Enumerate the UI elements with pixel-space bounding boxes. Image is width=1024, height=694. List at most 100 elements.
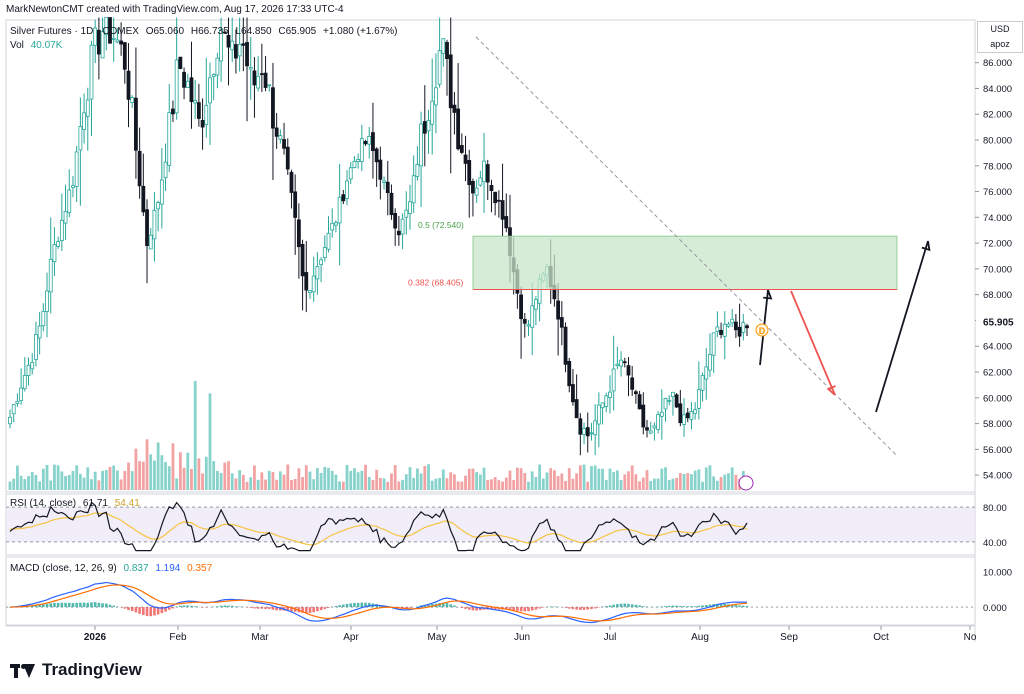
tradingview-logo[interactable]: TradingView bbox=[10, 660, 142, 680]
volume-bar bbox=[264, 479, 267, 490]
time-tick-label: Jun bbox=[514, 632, 530, 643]
candle-body bbox=[171, 108, 175, 115]
volume-bar bbox=[627, 471, 630, 490]
macd-hist-bar bbox=[490, 607, 493, 610]
candle-body bbox=[185, 80, 190, 88]
macd-hist-bar bbox=[575, 607, 578, 610]
candle-body bbox=[219, 29, 224, 62]
candle-body bbox=[600, 402, 605, 409]
macd-hist-bar bbox=[97, 602, 101, 608]
open-value: O65.060 bbox=[145, 26, 185, 37]
candle-body bbox=[237, 43, 242, 57]
candle-body bbox=[426, 120, 431, 132]
candle-body bbox=[330, 222, 335, 231]
rsi-label[interactable]: RSI (14, close) bbox=[10, 498, 77, 509]
candle-body bbox=[145, 209, 149, 246]
macd-value: 0.837 bbox=[123, 563, 149, 574]
macd-hist-bar bbox=[108, 604, 112, 608]
candle-body bbox=[478, 177, 483, 186]
volume-bar bbox=[312, 479, 316, 490]
up-arrow-short-head bbox=[763, 289, 773, 300]
volume-bar bbox=[353, 468, 356, 490]
candle-body bbox=[152, 210, 157, 240]
volume-bar bbox=[208, 393, 212, 490]
candle-body bbox=[308, 290, 312, 293]
volume-bar bbox=[460, 481, 464, 490]
volume-bar bbox=[519, 468, 523, 490]
macd-hist-bar bbox=[93, 602, 97, 608]
candle-body bbox=[245, 42, 249, 67]
volume-bar bbox=[375, 469, 379, 490]
rsi-line bbox=[9, 501, 748, 552]
volume-bar bbox=[597, 468, 601, 490]
macd-hist-bar bbox=[534, 607, 538, 610]
volume-bar bbox=[327, 467, 330, 490]
macd-label[interactable]: MACD (close, 12, 26, 9) bbox=[10, 563, 117, 574]
volume-bar bbox=[615, 470, 619, 490]
candle-body bbox=[341, 194, 346, 202]
macd-hist-bar bbox=[638, 605, 641, 608]
macd-hist-bar bbox=[404, 607, 408, 609]
macd-hist-bar bbox=[719, 603, 723, 608]
macd-hist-bar bbox=[134, 607, 138, 613]
fib-05-label: 0.5 (72.540) bbox=[418, 220, 464, 230]
volume-bar bbox=[145, 439, 149, 490]
candle-body bbox=[19, 387, 24, 402]
volume-bar bbox=[8, 481, 12, 490]
macd-hist-bar bbox=[45, 603, 49, 608]
macd-hist-bar bbox=[56, 602, 60, 608]
macd-hist-bar bbox=[175, 606, 178, 608]
volume-bar bbox=[630, 465, 634, 490]
macd-hist-bar bbox=[271, 607, 275, 610]
macd-hist-bar bbox=[738, 605, 741, 608]
time-tick-label: 2026 bbox=[84, 632, 107, 643]
volume-bar bbox=[249, 477, 253, 490]
close-value: C65.905 bbox=[278, 26, 317, 37]
volume-bar bbox=[612, 472, 616, 490]
candle-body bbox=[63, 211, 68, 224]
macd-hist-bar bbox=[630, 604, 634, 608]
candle-body bbox=[596, 404, 601, 425]
candle-body bbox=[593, 420, 598, 436]
volume-bar bbox=[349, 470, 353, 490]
volume-bar bbox=[197, 458, 201, 490]
macd-hist-bar bbox=[101, 603, 104, 608]
candle-body bbox=[463, 154, 468, 164]
time-tick-label: Mar bbox=[251, 632, 269, 643]
macd-hist-bar bbox=[260, 607, 264, 609]
volume-bar bbox=[104, 469, 108, 490]
candle-body bbox=[359, 138, 364, 162]
symbol-name[interactable]: Silver Futures · 1D · COMEX bbox=[10, 26, 139, 37]
candle-body bbox=[300, 243, 305, 277]
rsi-ma-line bbox=[9, 512, 748, 546]
volume-bar bbox=[215, 470, 219, 490]
candle-body bbox=[711, 332, 716, 356]
macd-hist-bar bbox=[504, 607, 508, 610]
candle-body bbox=[311, 275, 316, 293]
candle-body bbox=[378, 159, 383, 180]
candle-body bbox=[415, 164, 420, 177]
macd-hist-bar bbox=[156, 607, 160, 615]
macd-hist-bar bbox=[623, 603, 627, 608]
candle-body bbox=[45, 290, 49, 312]
volume-bar bbox=[712, 476, 716, 490]
volume-bar bbox=[164, 462, 167, 490]
volume-bar bbox=[560, 473, 564, 490]
macd-hist-bar bbox=[438, 602, 441, 608]
candle-body bbox=[334, 222, 338, 226]
volume-bar bbox=[404, 474, 408, 490]
volume-bar bbox=[364, 464, 367, 490]
candle-body bbox=[259, 73, 264, 76]
candles bbox=[8, 17, 749, 490]
macd-hist-bar bbox=[219, 605, 223, 608]
candle-body bbox=[56, 241, 61, 247]
volume-bar bbox=[256, 479, 260, 490]
currency-box[interactable]: USD apoz bbox=[977, 21, 1023, 53]
macd-hist-bar bbox=[319, 607, 323, 611]
candle-body bbox=[34, 333, 38, 360]
time-tick-label: Feb bbox=[169, 632, 187, 643]
candle-body bbox=[726, 323, 731, 327]
candle-body bbox=[496, 199, 501, 202]
macd-hist-bar bbox=[179, 605, 182, 608]
